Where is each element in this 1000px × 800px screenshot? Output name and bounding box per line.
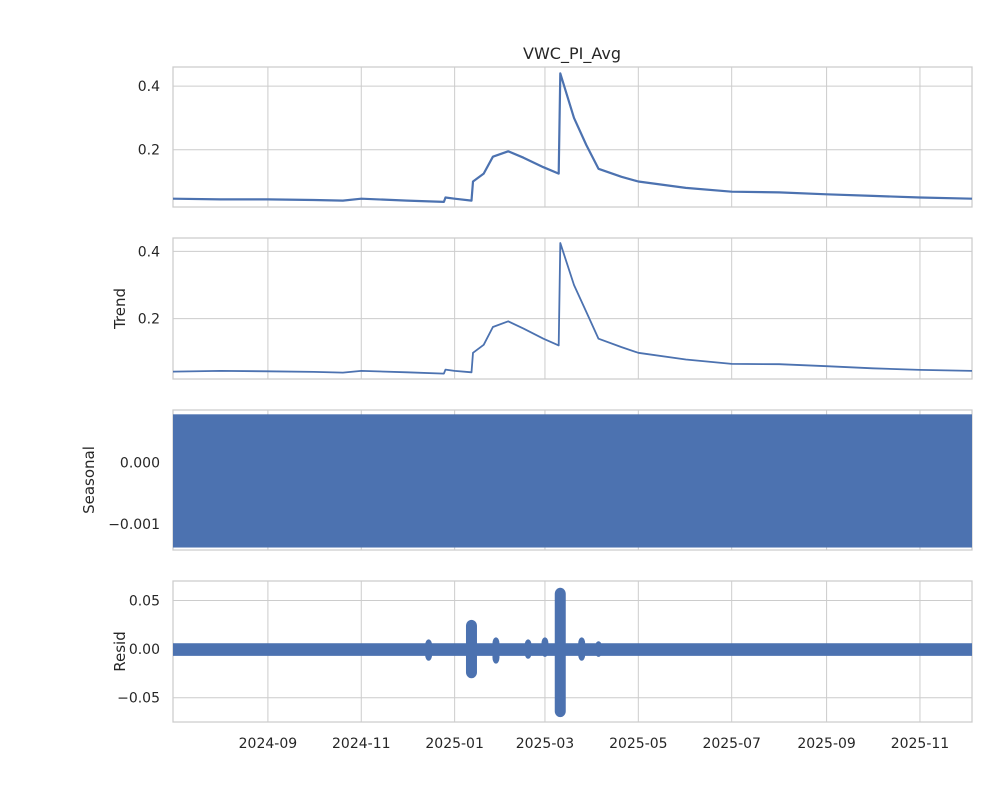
panel-2: 0.2 0.4 Trend	[111, 237, 973, 380]
resid-spike	[425, 639, 433, 661]
panel-frame	[172, 66, 973, 208]
series	[173, 72, 972, 203]
panel-frame	[172, 237, 973, 380]
chart-title: VWC_PI_Avg	[523, 44, 621, 64]
y-tick-label: 0.05	[129, 593, 160, 609]
x-tick-label: 2024-11	[332, 736, 391, 752]
panel-3: 0.000 −0.001 Seasonal	[80, 409, 973, 551]
series	[173, 242, 972, 375]
panels: 0.2 0.4 0.2 0.4 Trend 0.000 −0.001 Seasonal 0.05…	[80, 66, 973, 723]
resid-spike	[524, 639, 532, 659]
series	[173, 414, 972, 548]
resid-spike	[554, 587, 566, 718]
y-tick-label: 0.4	[138, 244, 160, 260]
panel-1: 0.2 0.4	[138, 66, 973, 208]
x-tick-label: 2024-09	[239, 736, 298, 752]
x-tick-label: 2025-03	[516, 736, 575, 752]
seasonal-band	[173, 414, 972, 548]
resid-spike	[492, 637, 500, 664]
y-axis-label: Trend	[111, 288, 129, 330]
x-axis: 2024-09 2024-11 2025-01 2025-03 2025-05 2025-…	[239, 736, 950, 752]
x-tick-label: 2025-01	[425, 736, 484, 752]
resid-spike	[465, 619, 477, 679]
y-tick-label: 0.4	[138, 79, 160, 95]
x-tick-label: 2025-05	[609, 736, 668, 752]
resid-spike	[595, 641, 603, 657]
x-tick-label: 2025-07	[702, 736, 761, 752]
resid-spike	[578, 637, 586, 661]
series-line	[173, 242, 972, 375]
y-axis-label: Resid	[111, 631, 129, 671]
series	[173, 587, 972, 718]
y-tick-label: −0.05	[117, 691, 160, 707]
y-tick-label: 0.2	[138, 143, 160, 159]
y-axis-label: Seasonal	[80, 446, 98, 514]
x-tick-label: 2025-09	[797, 736, 856, 752]
y-tick-label: 0.2	[138, 312, 160, 328]
y-tick-label: 0.00	[129, 642, 160, 658]
resid-band	[173, 643, 972, 656]
panel-4: 0.05 0.00 −0.05 Resid	[111, 580, 973, 723]
y-tick-label: −0.001	[108, 517, 160, 533]
y-tick-label: 0.000	[120, 455, 160, 471]
resid-spike	[541, 637, 549, 657]
series-line	[173, 72, 972, 203]
x-tick-label: 2025-11	[891, 736, 950, 752]
